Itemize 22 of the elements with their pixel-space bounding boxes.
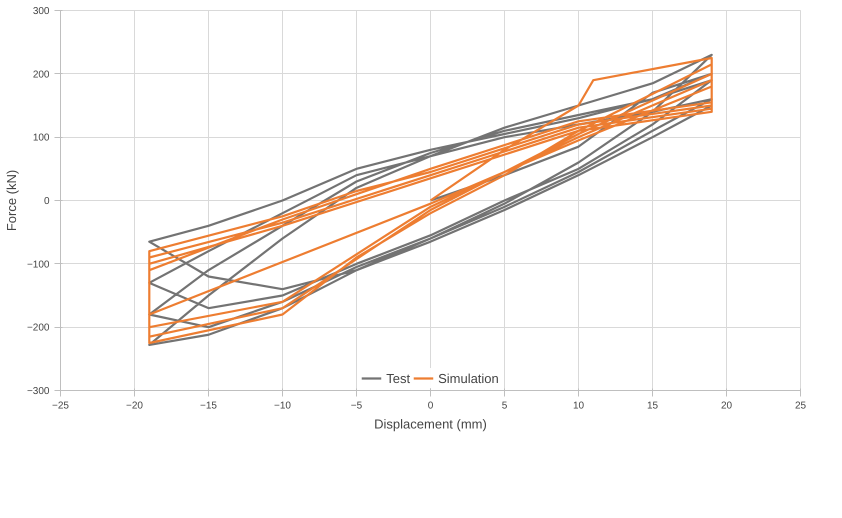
y-tick-label: 300 xyxy=(32,6,50,17)
y-tick-label: −300 xyxy=(26,386,50,397)
y-tick-label: 0 xyxy=(44,196,50,207)
legend-label: Simulation xyxy=(438,370,499,386)
x-tick-label: −5 xyxy=(350,400,363,412)
x-tick-label: 15 xyxy=(646,400,658,412)
x-tick-label: −10 xyxy=(274,400,292,412)
x-tick-label: 25 xyxy=(794,400,806,412)
x-tick-label: 5 xyxy=(502,400,508,412)
y-tick-label: 100 xyxy=(32,132,50,144)
legend-label: Test xyxy=(386,370,410,386)
x-tick-label: 0 xyxy=(428,400,434,412)
y-tick-label: −100 xyxy=(26,259,50,270)
y-tick-label: −200 xyxy=(26,322,50,334)
x-tick-label: −15 xyxy=(200,400,218,412)
x-axis-title: Displacement (mm) xyxy=(374,416,487,432)
y-tick-label: 200 xyxy=(32,69,50,80)
x-tick-label: 10 xyxy=(572,400,584,412)
x-tick-label: 20 xyxy=(720,400,732,412)
y-axis-title: Force (kN) xyxy=(4,170,19,232)
x-tick-label: −20 xyxy=(126,400,144,412)
x-tick-label: −25 xyxy=(52,400,70,412)
